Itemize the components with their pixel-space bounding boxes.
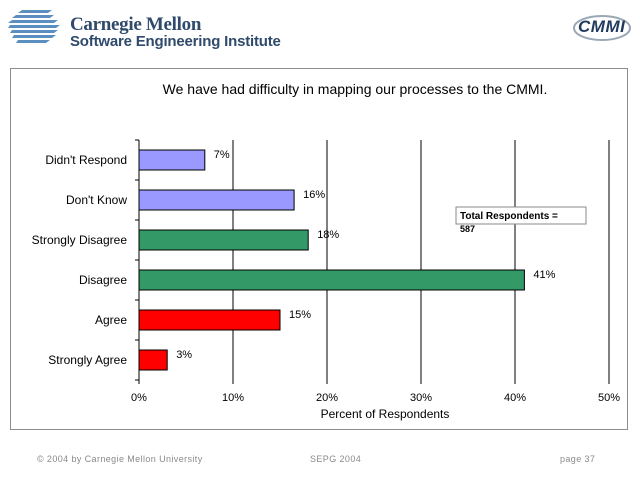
x-tick-label: 40% [504, 392, 526, 404]
category-label: Strongly Agree [48, 353, 127, 367]
data-label: 18% [317, 229, 339, 241]
x-axis-title: Percent of Respondents [321, 407, 450, 421]
bar-agree [138, 309, 281, 331]
chart-frame [10, 68, 628, 430]
bar-didn-t-respond [138, 149, 206, 171]
annotation-value: 587 [460, 224, 475, 234]
total-respondents-annotation: Total Respondents = 587 [455, 206, 587, 234]
bar-don-t-know [138, 189, 295, 211]
data-label: 41% [533, 269, 555, 281]
bar-strongly-agree [138, 349, 168, 371]
annotation-label: Total Respondents = [460, 211, 558, 222]
category-label: Didn't Respond [45, 153, 127, 167]
footer-page-number: page 37 [560, 454, 596, 464]
category-label: Disagree [79, 273, 127, 287]
logo-text-sei: Software Engineering Institute [70, 33, 281, 50]
category-label: Agree [95, 313, 127, 327]
bar-disagree [138, 269, 525, 291]
cmmi-logo-swoosh-icon [573, 15, 631, 41]
data-label: 7% [214, 149, 230, 161]
footer-copyright: © 2004 by Carnegie Mellon University [37, 454, 203, 464]
category-label: Don't Know [66, 193, 127, 207]
plot-area: 0% 10% 20% 30% 40% 50% Didn't Respond 7% Don't K… [32, 139, 620, 404]
cmmi-logo-text: CMMI [578, 17, 626, 36]
bar-strongly-disagree [138, 229, 309, 251]
chart-title: We have had difficulty in mapping our pr… [163, 81, 548, 97]
header: Carnegie Mellon Software Engineering Ins… [0, 0, 640, 60]
logo-text-carnegie-mellon: Carnegie Mellon [70, 14, 202, 35]
data-label: 15% [289, 309, 311, 321]
cmu-logo-stripes-icon [8, 10, 60, 43]
footer-event: SEPG 2004 [310, 454, 362, 464]
x-tick-label: 30% [410, 392, 432, 404]
data-label: 16% [303, 189, 325, 201]
category-label: Strongly Disagree [32, 233, 128, 247]
data-label: 3% [176, 349, 192, 361]
x-tick-label: 50% [598, 392, 620, 404]
annotation-box [455, 206, 587, 225]
x-tick-label: 0% [131, 392, 147, 404]
x-tick-label: 10% [222, 392, 244, 404]
x-tick-label: 20% [316, 392, 338, 404]
